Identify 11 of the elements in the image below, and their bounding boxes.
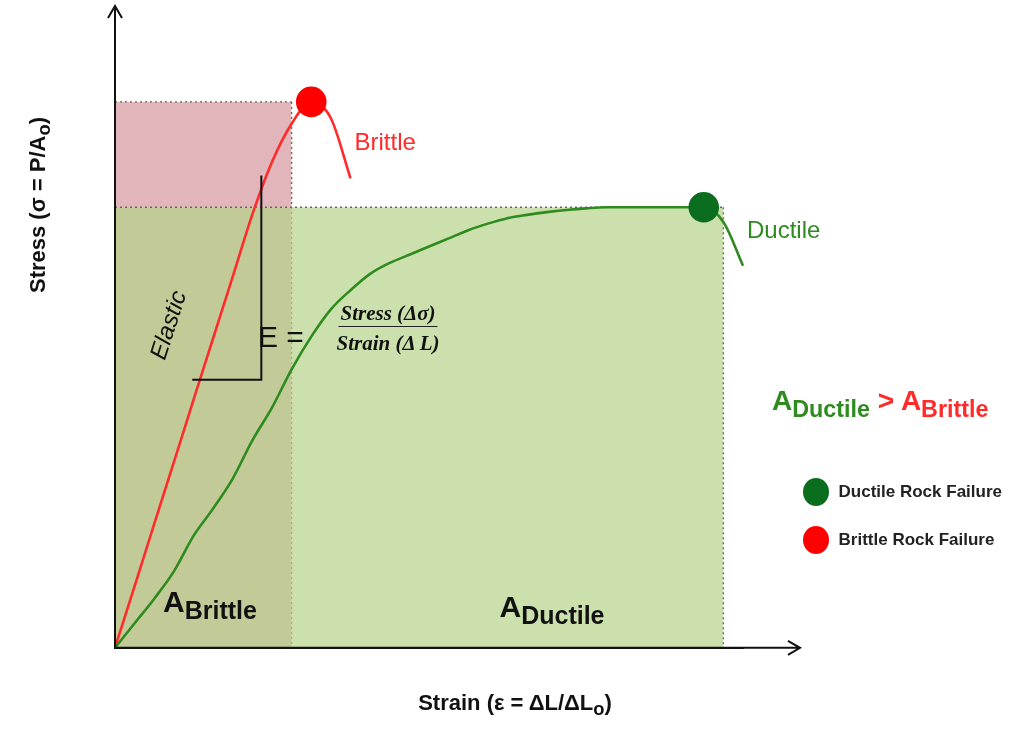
annotation: Strain (Δ L) [336, 331, 440, 356]
legend-label: Brittle Rock Failure [838, 530, 995, 550]
series-label: Brittle [354, 128, 416, 157]
annotation: Stress (Δσ) [338, 301, 438, 327]
text: A$_{Ductile}$ > A$_{Brittle}$ [772, 385, 989, 422]
annotation: Elastic [143, 287, 193, 363]
x-axis-title: Strain (ε = ΔL/ΔL$_{o}$) [418, 689, 612, 721]
series-label: Ductile [747, 215, 821, 244]
annotation: A$_{Brittle}$ [163, 585, 257, 625]
annotation: A$_{Ductile}$ [499, 590, 605, 630]
legend-label: Ductile Rock Failure [838, 482, 1002, 502]
